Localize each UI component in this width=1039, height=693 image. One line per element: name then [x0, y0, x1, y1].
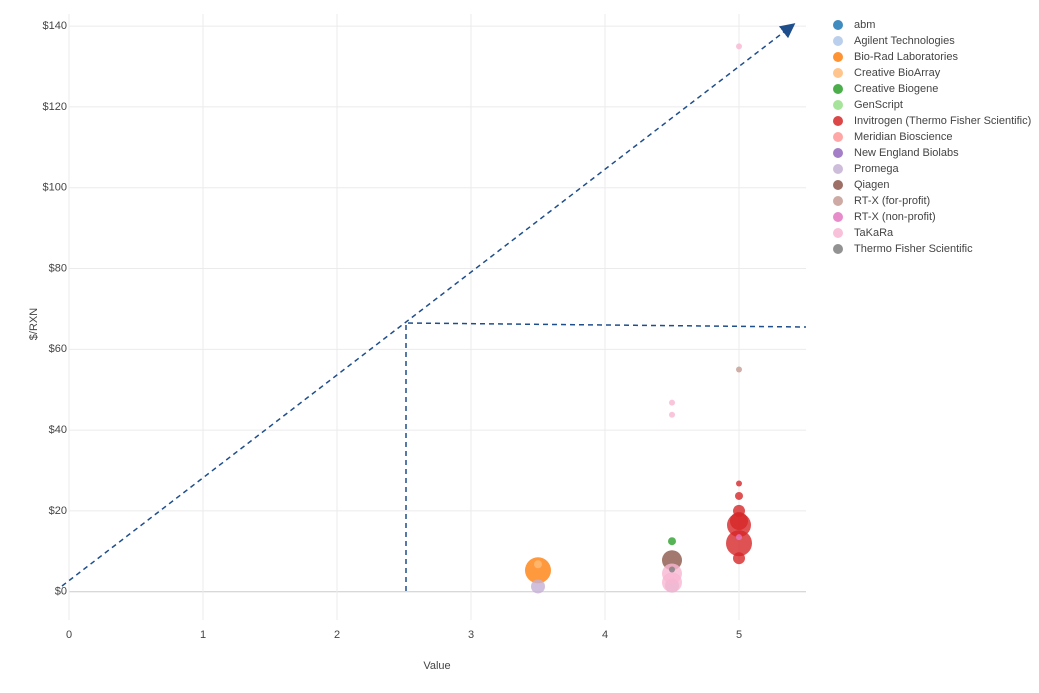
legend-marker — [833, 132, 843, 142]
point — [668, 537, 676, 546]
legend-marker — [833, 36, 843, 46]
legend-marker — [833, 52, 843, 62]
legend-marker — [833, 148, 843, 158]
legend-label: Meridian Bioscience — [854, 131, 952, 143]
y-tick-label: $40 — [49, 424, 67, 436]
legend-label: abm — [854, 19, 875, 31]
y-tick-label: $60 — [49, 343, 67, 355]
legend-marker — [833, 228, 843, 238]
legend-marker — [833, 196, 843, 206]
legend-marker — [833, 20, 843, 30]
point — [733, 552, 745, 565]
legend-label: Bio-Rad Laboratories — [854, 51, 958, 63]
y-axis-title: $/RXN — [28, 308, 40, 340]
y-tick-label: $20 — [49, 505, 67, 517]
x-tick-label: 4 — [602, 629, 608, 641]
legend-label: Creative BioArray — [854, 67, 941, 79]
trend-arrow — [61, 23, 796, 587]
point — [669, 411, 675, 418]
legend-marker — [833, 212, 843, 222]
point — [534, 560, 542, 569]
legend-label: Thermo Fisher Scientific — [854, 243, 973, 255]
point — [669, 566, 675, 573]
legend-label: RT-X (for-profit) — [854, 195, 930, 207]
point — [736, 480, 742, 487]
point — [736, 366, 742, 373]
y-tick-label: $0 — [55, 586, 67, 598]
point — [735, 491, 743, 500]
legend-label: GenScript — [854, 99, 903, 111]
y-tick-label: $140 — [43, 20, 67, 32]
legend-label: Promega — [854, 163, 900, 175]
x-tick-label: 3 — [468, 629, 474, 641]
point — [662, 572, 682, 593]
legend-marker — [833, 164, 843, 174]
point — [726, 530, 752, 557]
point — [531, 579, 545, 594]
x-tick-label: 0 — [66, 629, 72, 641]
legend-marker — [833, 100, 843, 110]
point — [525, 557, 551, 584]
legend-label: RT-X (non-profit) — [854, 211, 936, 223]
legend: abm Agilent Technologies Bio-Rad Laborator… — [833, 19, 1031, 255]
grid: $0 $20 $40 $60 $80 $100 $120 $140 0 1 2 3 4 5 — [43, 14, 806, 641]
point — [727, 513, 751, 538]
legend-marker — [833, 116, 843, 126]
x-tick-label: 2 — [334, 629, 340, 641]
legend-label: Qiagen — [854, 179, 889, 191]
threshold-line — [405, 322, 807, 591]
x-axis-title: Value — [423, 660, 450, 672]
legend-marker — [833, 244, 843, 254]
point — [736, 534, 742, 541]
points — [525, 43, 752, 594]
legend-marker — [833, 84, 843, 94]
point — [669, 399, 675, 406]
legend-label: Invitrogen (Thermo Fisher Scientific) — [854, 115, 1031, 127]
legend-label: Creative Biogene — [854, 83, 938, 95]
x-tick-label: 5 — [736, 629, 742, 641]
y-tick-label: $80 — [49, 262, 67, 274]
point — [736, 43, 742, 50]
legend-marker — [833, 68, 843, 78]
y-tick-label: $120 — [43, 101, 67, 113]
x-tick-label: 1 — [200, 629, 206, 641]
y-tick-label: $100 — [43, 182, 67, 194]
legend-label: New England Biolabs — [854, 147, 959, 159]
legend-marker — [833, 180, 843, 190]
legend-label: Agilent Technologies — [854, 35, 955, 47]
legend-label: TaKaRa — [854, 227, 894, 239]
annotations — [61, 23, 807, 591]
